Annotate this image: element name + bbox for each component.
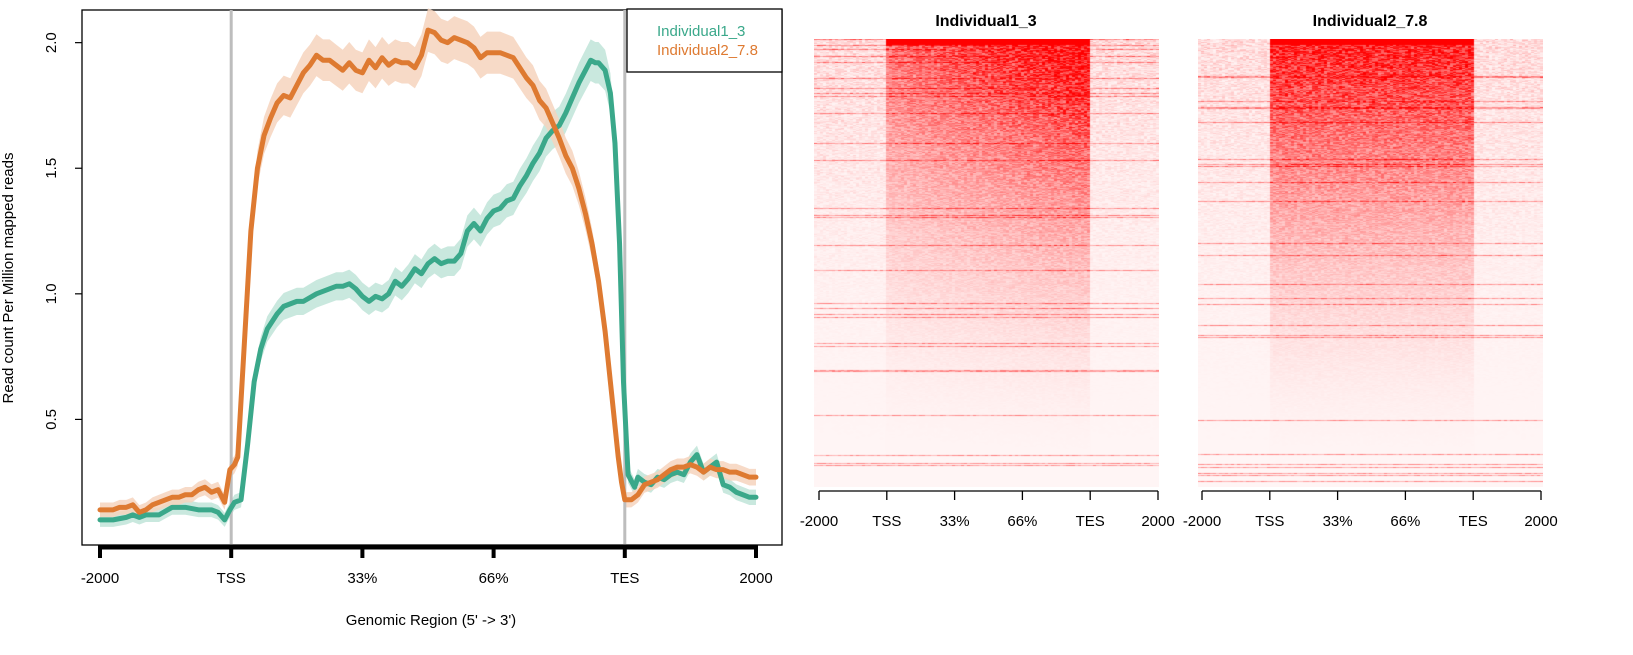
heatmap-2-tick-label-3: 66%: [1390, 513, 1420, 530]
legend-entry-individual2: Individual2_7.8: [657, 42, 758, 59]
heatmap-1-tick-label-5: 2000: [1141, 513, 1174, 530]
heatmap-1-image: [814, 39, 1159, 487]
series-line-1: [97, 27, 759, 515]
heatmap-1-title: Individual1_3: [935, 13, 1036, 30]
x-tick-label-5: 2000: [739, 570, 772, 587]
y-axis: 0.5 1.0 1.5 2.0: [43, 32, 82, 430]
series-line-0: [97, 57, 759, 523]
x-axis: -2000 TSS 33% 66% TES 2000: [81, 544, 773, 587]
x-tick-label-4: TES: [610, 570, 639, 587]
heatmap-2-tick-label-0: -2000: [1183, 513, 1221, 530]
heatmap-1-tick-label-1: TSS: [872, 513, 901, 530]
y-tick-label-1: 1.0: [43, 283, 60, 304]
y-tick-label-2: 1.5: [43, 158, 60, 179]
x-tick-label-0: -2000: [81, 570, 119, 587]
heatmap-2-title: Individual2_7.8: [1313, 13, 1428, 30]
heatmap-2-panel: Individual2_7.8 -2000 TSS 33% 66% TES 2000: [1183, 13, 1558, 530]
x-tick-label-2: 33%: [347, 570, 377, 587]
x-tick-label-1: TSS: [217, 570, 246, 587]
y-tick-label-3: 2.0: [43, 32, 60, 53]
x-tick-label-3: 66%: [479, 570, 509, 587]
heatmap-1-tick-label-0: -2000: [800, 513, 838, 530]
heatmap-2-tick-label-1: TSS: [1255, 513, 1284, 530]
heatmap-1-tick-label-3: 66%: [1007, 513, 1037, 530]
heatmap-1-panel: Individual1_3 -2000 TSS 33% 66% TES 2000: [800, 13, 1175, 530]
legend-box: [626, 8, 783, 73]
heatmap-2-tick-label-5: 2000: [1524, 513, 1557, 530]
heatmap-2-tick-label-4: TES: [1459, 513, 1488, 530]
heatmap-2-x-axis: -2000 TSS 33% 66% TES 2000: [1183, 490, 1558, 530]
y-axis-label: Read count Per Million mapped reads: [0, 153, 17, 404]
legend-entry-individual1: Individual1_3: [657, 23, 745, 40]
heatmap-1-x-axis: -2000 TSS 33% 66% TES 2000: [800, 490, 1175, 530]
series-band-0: [100, 39, 756, 527]
heatmap-1-tick-label-4: TES: [1076, 513, 1105, 530]
x-axis-label: Genomic Region (5' -> 3'): [346, 612, 516, 629]
y-tick-label-0: 0.5: [43, 409, 60, 430]
heatmap-2-image: [1198, 39, 1543, 487]
heatmap-2-tick-label-2: 33%: [1323, 513, 1353, 530]
profile-chart: 0.5 1.0 1.5 2.0 -2000 TSS 33% 66% TES 2000 Read …: [0, 8, 783, 629]
legend: Individual1_3 Individual2_7.8: [626, 8, 783, 73]
heatmap-1-tick-label-2: 33%: [940, 513, 970, 530]
series-lines: [97, 27, 759, 523]
